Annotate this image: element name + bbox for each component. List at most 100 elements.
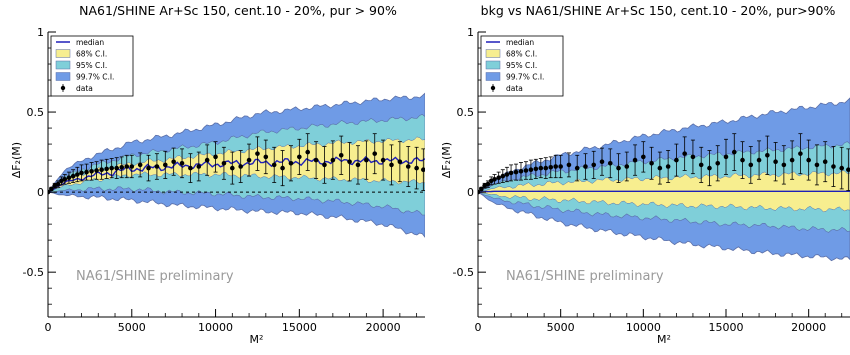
data-point [773, 159, 778, 164]
data-point [389, 162, 394, 168]
data-point [508, 170, 514, 176]
y-tick-label: 0 [467, 186, 474, 199]
legend-label: median [506, 38, 534, 47]
data-point [66, 175, 72, 181]
data-point [538, 165, 544, 171]
data-point [715, 160, 721, 166]
chart-panel-1: 0 5000 10000 15000 20000 -0.5 0 0.5 1 M² ΔF₂(M) NA6… [10, 3, 425, 346]
data-point [322, 162, 327, 168]
data-point [839, 165, 845, 171]
plot-area [478, 97, 850, 262]
data-point [313, 157, 319, 163]
data-point [624, 164, 630, 169]
data-point [485, 181, 491, 187]
data-point [338, 152, 344, 158]
data-series [478, 133, 850, 195]
data-point [723, 154, 729, 160]
data-point [740, 157, 745, 163]
data-point [84, 169, 89, 175]
data-point [397, 159, 403, 164]
data-point [204, 157, 210, 163]
data-point [731, 149, 737, 155]
data-point [104, 166, 109, 172]
data-point [171, 159, 176, 164]
data-point [690, 154, 696, 160]
data-point [305, 149, 311, 155]
data-point [79, 170, 84, 176]
x-tick-label: 15000 [709, 321, 744, 334]
data-point [781, 162, 787, 168]
data-point [213, 154, 218, 160]
data-point [70, 173, 76, 179]
y-tick-label: 1 [37, 26, 44, 39]
median-line [48, 155, 425, 193]
data-point [553, 164, 559, 169]
data-point [674, 157, 679, 163]
data-point [162, 162, 168, 168]
data-point [119, 164, 125, 170]
data-point [246, 157, 252, 163]
data-point [49, 186, 54, 192]
legend-label: 99.7% C.I. [506, 73, 544, 82]
data-point [188, 165, 193, 171]
data-point [230, 165, 235, 171]
data-point [641, 154, 646, 160]
legend-swatch-band [55, 72, 71, 81]
data-point [504, 172, 510, 177]
data-point [263, 154, 269, 160]
legend-swatch-band [55, 60, 71, 70]
legend-label: data [76, 84, 93, 93]
data-point [558, 164, 563, 169]
y-axis-label: ΔF₂(M) [10, 142, 23, 178]
data-point [649, 160, 654, 166]
legend-label: 95% C.I. [76, 61, 107, 70]
data-point [765, 152, 770, 158]
data-point [846, 167, 850, 172]
data-point [528, 167, 534, 172]
y-tick-label: 0.5 [27, 106, 45, 119]
data-point [831, 164, 836, 169]
data-point [806, 157, 811, 163]
watermark: NA61/SHINE preliminary [506, 269, 664, 284]
data-series [48, 133, 425, 195]
data-point [543, 165, 549, 171]
watermark: NA61/SHINE preliminary [76, 269, 234, 284]
data-point [566, 162, 572, 168]
data-point [137, 162, 143, 168]
data-point [154, 164, 160, 169]
data-point [94, 168, 99, 173]
y-tick-label: -0.5 [23, 266, 44, 279]
data-point [55, 181, 61, 187]
x-tick-label: 10000 [198, 321, 233, 334]
data-point [62, 177, 68, 182]
legend-swatch-band [485, 60, 501, 70]
data-point [129, 164, 135, 169]
band-68 [48, 136, 425, 193]
y-tick-label: 1 [467, 26, 474, 39]
data-point [533, 166, 539, 172]
data-point [114, 165, 119, 171]
data-point [822, 159, 828, 164]
data-point [798, 151, 803, 156]
y-tick-label: -0.5 [453, 266, 474, 279]
data-point [513, 169, 519, 175]
x-tick-label: 20000 [366, 321, 401, 334]
data-point [238, 164, 243, 169]
data-point [99, 167, 104, 172]
data-point [414, 165, 419, 171]
x-tick-label: 5000 [118, 321, 146, 334]
x-tick-label: 5000 [547, 321, 575, 334]
data-point [523, 168, 529, 173]
data-point [599, 159, 605, 164]
data-point [756, 157, 762, 163]
legend-label: 68% C.I. [506, 50, 537, 59]
data-point [632, 157, 638, 163]
plot-area [48, 92, 425, 238]
legend: median 68% C.I. 95% C.I. 99.7% C.I. data [480, 35, 564, 97]
data-point [707, 165, 712, 171]
legend-label: 99.7% C.I. [76, 73, 114, 82]
data-point [364, 157, 369, 163]
data-point [221, 160, 227, 166]
